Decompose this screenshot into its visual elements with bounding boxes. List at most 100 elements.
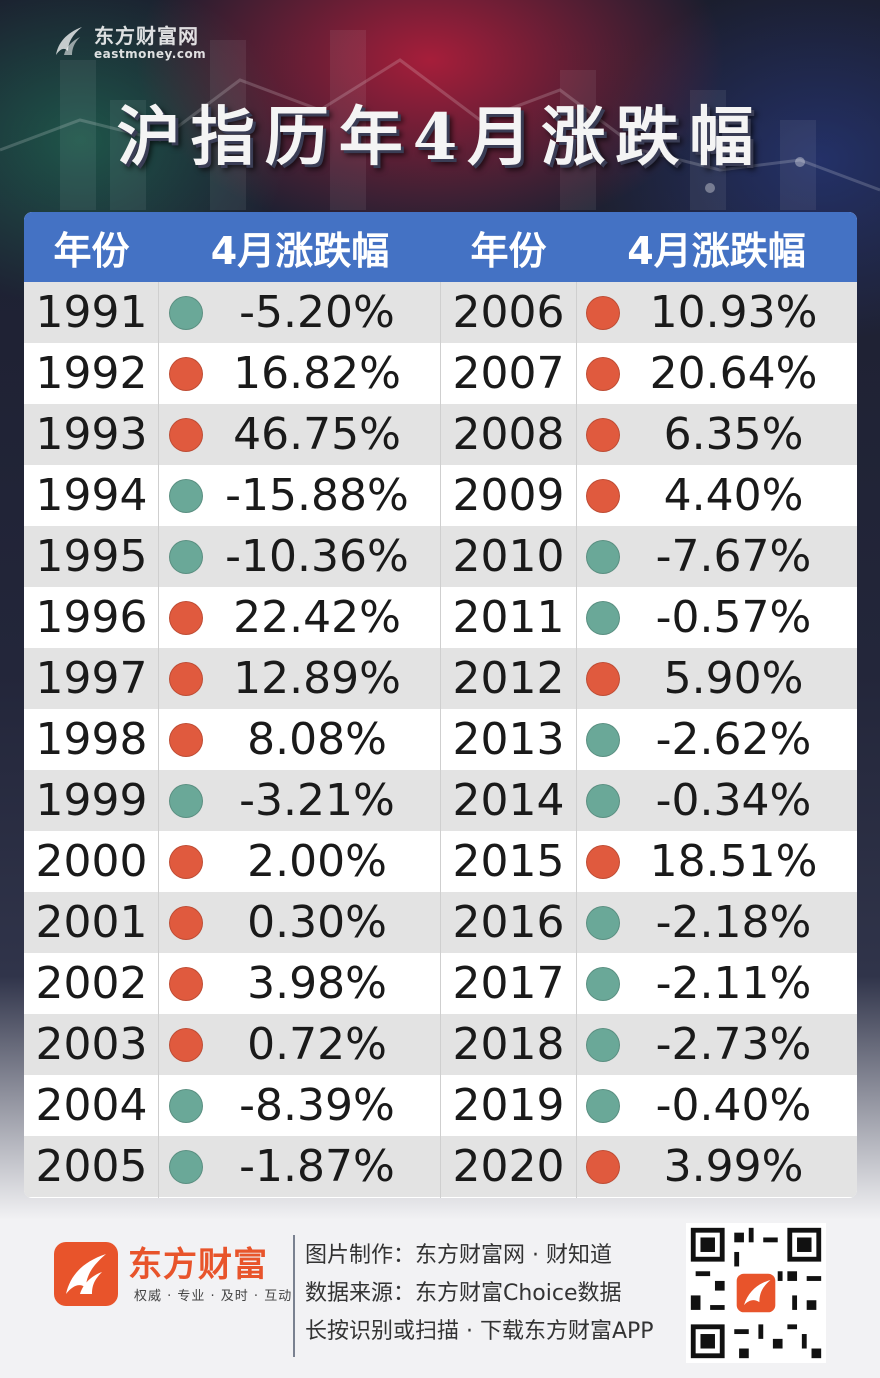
change-cell: -2.73% xyxy=(576,1019,857,1070)
rise-dot-icon xyxy=(586,295,620,330)
eastmoney-flame-icon xyxy=(56,26,82,55)
change-value: -10.36% xyxy=(225,531,409,582)
rise-dot-icon xyxy=(169,600,203,635)
rise-dot-icon xyxy=(586,356,620,391)
year-cell: 2005 xyxy=(35,1141,148,1192)
change-value: -2.73% xyxy=(655,1019,812,1070)
rise-dot-icon xyxy=(169,966,203,1001)
change-cell: -10.36% xyxy=(159,531,441,582)
fall-dot-icon xyxy=(586,1027,620,1062)
change-cell: 46.75% xyxy=(159,409,441,460)
footer-credits: 图片制作：东方财富网 · 财知道 数据来源：东方财富Choice数据 长按识别或… xyxy=(305,1237,654,1351)
change-value: -8.39% xyxy=(239,1080,395,1131)
header-year-left: 年份 xyxy=(53,228,130,273)
year-cell: 2001 xyxy=(35,897,148,948)
table-row: 1994 -15.88% 2009 4.40% xyxy=(24,465,857,526)
year-cell: 2003 xyxy=(35,1019,148,1070)
credit-download: 长按识别或扫描 · 下载东方财富APP xyxy=(305,1319,654,1344)
change-cell: 20.64% xyxy=(576,348,857,399)
brand-cn: 东方财富网 xyxy=(94,24,199,48)
rise-dot-icon xyxy=(169,844,203,879)
fall-dot-icon xyxy=(586,722,620,757)
year-cell: 2020 xyxy=(452,1141,565,1192)
change-cell: -1.87% xyxy=(159,1141,441,1192)
fall-dot-icon xyxy=(586,905,620,940)
rise-dot-icon xyxy=(586,478,620,513)
change-value: 5.90% xyxy=(663,653,804,704)
april-change-table: 年份 4月涨跌幅 年份 4月涨跌幅 1991 -5.20% 2006 10.93% 19… xyxy=(24,212,857,1198)
change-cell: -0.57% xyxy=(576,592,857,643)
credit-maker: 图片制作：东方财富网 · 财知道 xyxy=(305,1243,612,1268)
background-chart-decoration xyxy=(0,30,880,210)
change-value: 4.40% xyxy=(663,470,804,521)
credit-source: 数据来源：东方财富Choice数据 xyxy=(305,1281,622,1306)
change-cell: 5.90% xyxy=(576,653,857,704)
fall-dot-icon xyxy=(586,966,620,1001)
rise-dot-icon xyxy=(169,356,203,391)
header-change-left: 4月涨跌幅 xyxy=(210,228,390,273)
change-cell: -15.88% xyxy=(159,470,441,521)
change-value: -2.62% xyxy=(655,714,812,765)
change-value: -7.67% xyxy=(655,531,812,582)
column-divider xyxy=(440,282,441,1198)
change-cell: 4.40% xyxy=(576,470,857,521)
year-cell: 2006 xyxy=(452,287,565,338)
rise-dot-icon xyxy=(169,417,203,452)
year-cell: 1993 xyxy=(35,409,148,460)
year-cell: 2007 xyxy=(452,348,565,399)
year-cell: 2010 xyxy=(452,531,565,582)
change-cell: 12.89% xyxy=(159,653,441,704)
change-value: 20.64% xyxy=(649,348,818,399)
rise-dot-icon xyxy=(169,905,203,940)
change-cell: 0.30% xyxy=(159,897,441,948)
change-value: 3.99% xyxy=(663,1141,804,1192)
fall-dot-icon xyxy=(169,295,203,330)
change-value: 3.98% xyxy=(247,958,387,1009)
qr-code-icon[interactable] xyxy=(686,1223,826,1363)
change-cell: 22.42% xyxy=(159,592,441,643)
year-cell: 2000 xyxy=(35,836,148,887)
change-cell: -0.40% xyxy=(576,1080,857,1131)
year-cell: 2013 xyxy=(452,714,565,765)
footer-brand-name: 东方财富 xyxy=(128,1245,268,1285)
footer: 东方财富 权威 · 专业 · 及时 · 互动 图片制作：东方财富网 · 财知道 … xyxy=(0,1215,880,1378)
fall-dot-icon xyxy=(169,783,203,818)
change-value: -3.21% xyxy=(239,775,395,826)
fall-dot-icon xyxy=(169,478,203,513)
change-value: 12.89% xyxy=(233,653,401,704)
change-cell: 3.99% xyxy=(576,1141,857,1192)
eastmoney-logo: 东方财富网 eastmoney.com xyxy=(48,20,206,61)
change-value: -15.88% xyxy=(225,470,409,521)
year-cell: 1995 xyxy=(35,531,148,582)
fall-dot-icon xyxy=(169,1088,203,1123)
change-cell: 0.72% xyxy=(159,1019,441,1070)
table-header: 年份 4月涨跌幅 年份 4月涨跌幅 xyxy=(24,212,857,282)
year-cell: 2019 xyxy=(452,1080,565,1131)
column-divider xyxy=(576,282,577,1198)
change-value: -2.18% xyxy=(655,897,812,948)
year-cell: 2016 xyxy=(452,897,565,948)
eastmoney-app-icon xyxy=(54,1242,118,1306)
rise-dot-icon xyxy=(169,1027,203,1062)
fall-dot-icon xyxy=(586,539,620,574)
year-cell: 2012 xyxy=(452,653,565,704)
change-value: -0.40% xyxy=(655,1080,812,1131)
year-cell: 2018 xyxy=(452,1019,565,1070)
year-cell: 2015 xyxy=(452,836,565,887)
change-value: -2.11% xyxy=(655,958,812,1009)
rise-dot-icon xyxy=(586,661,620,696)
year-cell: 1997 xyxy=(35,653,148,704)
fall-dot-icon xyxy=(586,783,620,818)
rise-dot-icon xyxy=(169,722,203,757)
change-cell: 10.93% xyxy=(576,287,857,338)
change-value: -5.20% xyxy=(239,287,395,338)
change-value: 8.08% xyxy=(247,714,387,765)
year-cell: 2002 xyxy=(35,958,148,1009)
year-cell: 2004 xyxy=(35,1080,148,1131)
year-cell: 2017 xyxy=(452,958,565,1009)
change-cell: 18.51% xyxy=(576,836,857,887)
change-cell: 6.35% xyxy=(576,409,857,460)
change-cell: -0.34% xyxy=(576,775,857,826)
change-cell: -7.67% xyxy=(576,531,857,582)
year-cell: 2009 xyxy=(452,470,565,521)
